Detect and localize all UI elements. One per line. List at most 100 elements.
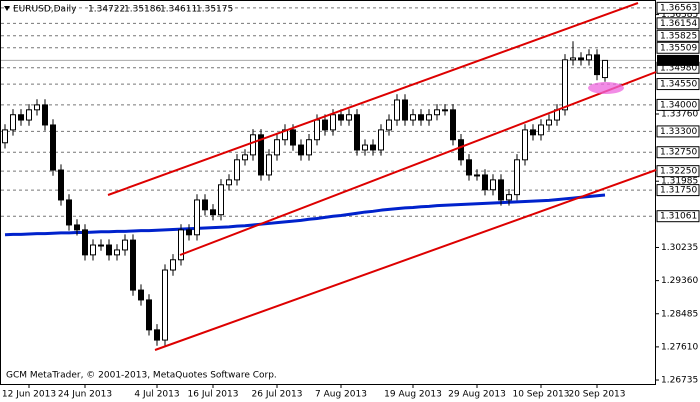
candle-body [562, 59, 568, 111]
channel-upper [107, 2, 639, 196]
candle-body [490, 179, 496, 191]
x-tick-label: 24 Jun 2013 [58, 390, 112, 400]
candle-body [378, 129, 384, 151]
y-tick-label: 1.29360 [661, 276, 698, 286]
candle-body [2, 129, 8, 144]
candle-body [202, 199, 208, 211]
candle-body [162, 269, 168, 341]
candle-body [170, 259, 176, 271]
x-tick-label: 16 Jul 2013 [188, 390, 239, 400]
level-label-box [656, 29, 700, 42]
candle-body [498, 179, 504, 201]
level-label: 1.35509 [660, 43, 697, 53]
y-tick-label: 1.26735 [661, 376, 698, 386]
candle-body [10, 114, 16, 131]
candle-body [90, 244, 96, 256]
chart-symbol: EURUSD,Daily [13, 5, 77, 15]
level-label-box [656, 125, 700, 138]
level-label-box [656, 146, 700, 159]
candle-body [338, 114, 344, 121]
candle-body [570, 57, 576, 61]
level-label: 1.31061 [660, 212, 697, 222]
candle-body [210, 209, 216, 216]
level-label: 1.34000 [660, 100, 697, 110]
level-label: 1.31750 [660, 186, 697, 196]
candle-body [530, 129, 536, 136]
level-label: 1.33300 [660, 127, 697, 137]
level-label: 1.34980 [660, 63, 697, 73]
highlight-ellipse [588, 82, 624, 94]
candle-body [330, 114, 336, 131]
candle-body [82, 229, 88, 256]
level-label: 1.32750 [660, 148, 697, 158]
candle-body [146, 299, 152, 331]
candle-body [234, 159, 240, 181]
candle-body [394, 99, 400, 121]
candle-body [130, 239, 136, 291]
y-tick-label: 1.33760 [661, 109, 698, 119]
candle-body [602, 59, 608, 79]
candle-body [522, 129, 528, 161]
candle-body [586, 54, 592, 61]
header-high: 1.35186 [124, 5, 161, 15]
candle-body [154, 329, 160, 341]
candle-body [538, 124, 544, 136]
level-label-box [656, 78, 700, 91]
candle-body [26, 109, 32, 121]
level-label-box [656, 210, 700, 223]
candle-body [594, 54, 600, 76]
candle-body [66, 199, 72, 226]
candle-body [482, 174, 488, 191]
level-label: 1.36563 [660, 3, 697, 13]
candle-body [178, 229, 184, 261]
candle-body [242, 154, 248, 161]
x-tick-label: 10 Sep 2013 [512, 390, 569, 400]
candle-body [226, 179, 232, 186]
candle-body [42, 104, 48, 126]
y-tick-label: 1.28485 [661, 309, 698, 319]
candle-body [122, 239, 128, 251]
candle-body [410, 114, 416, 121]
candle-body [426, 114, 432, 121]
channel-middle [179, 71, 657, 256]
x-tick-label: 4 Jul 2013 [134, 390, 179, 400]
candle-body [18, 114, 24, 121]
candle-body [506, 194, 512, 201]
moving-average [4, 193, 606, 237]
candle-body [466, 159, 472, 176]
candle-body [74, 224, 80, 231]
header-close: 1.35175 [196, 5, 233, 15]
candle-body [58, 169, 64, 201]
x-tick-label: 20 Sep 2013 [568, 390, 625, 400]
header-open: 1.34722 [88, 5, 125, 15]
x-tick-label: 29 Aug 2013 [448, 390, 506, 400]
plot-frame [0, 0, 656, 385]
candle-body [274, 139, 280, 156]
candle-body [578, 57, 584, 61]
candle-body [442, 109, 448, 112]
y-tick-label: 1.31985 [661, 177, 698, 187]
level-label-box [656, 165, 700, 178]
x-tick-label: 19 Aug 2013 [384, 390, 442, 400]
candle-body [106, 244, 112, 256]
x-tick-label: 12 Jun 2013 [2, 390, 56, 400]
level-label: 1.32250 [660, 167, 697, 177]
candle-body [474, 174, 480, 177]
candle-body [450, 109, 456, 141]
candle-body [114, 249, 120, 256]
current-price-box [657, 54, 699, 66]
candle-body [418, 114, 424, 121]
y-tick-label: 1.27610 [661, 342, 698, 352]
candle-body [138, 289, 144, 301]
candle-body [266, 154, 272, 176]
candle-body [386, 119, 392, 131]
candle-body [186, 229, 192, 236]
level-label: 1.36154 [660, 19, 697, 29]
y-tick-label: 1.30235 [661, 243, 698, 253]
candle-body [354, 114, 360, 151]
candle-body [346, 114, 352, 121]
candle-body [322, 119, 328, 131]
level-label-box [656, 1, 700, 14]
channel-lower [154, 169, 657, 351]
